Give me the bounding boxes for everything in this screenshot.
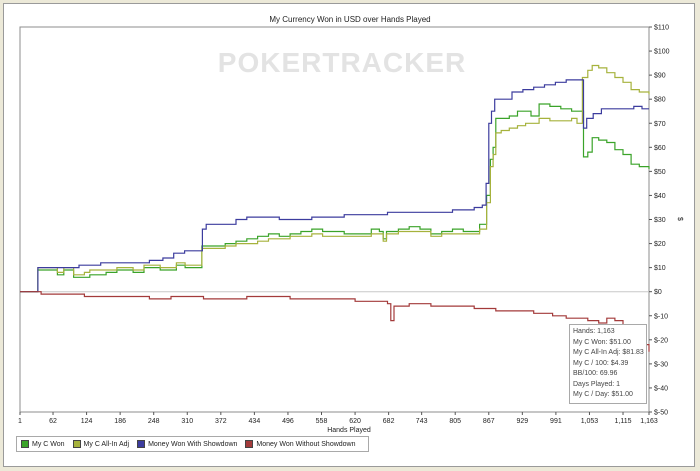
series-line-2 — [20, 64, 650, 293]
x-tick-label: 1 — [18, 418, 22, 425]
legend-item[interactable]: My C Won — [21, 440, 65, 448]
x-tick-label: 743 — [416, 418, 428, 425]
x-axis: 1 62 124 186 248 310 372 434 496 558 620 682 743 805 8… — [18, 412, 658, 425]
y-tick-label: $60 — [654, 145, 666, 152]
tooltip-line: Hands: 1,163 — [573, 328, 615, 335]
y-tick-label: $10 — [654, 265, 666, 272]
x-tick-label: 310 — [181, 418, 193, 425]
legend-swatch-icon — [137, 440, 146, 448]
legend-label: My C All-In Adj — [83, 440, 130, 448]
y-tick-label: $110 — [654, 25, 669, 32]
legend-label: Money Won With Showdown — [148, 440, 238, 448]
x-tick-label: 434 — [249, 418, 261, 425]
legend-item[interactable]: Money Won With Showdown — [137, 440, 237, 448]
x-tick-label: 991 — [550, 418, 562, 425]
x-tick-label: 1,115 — [615, 418, 632, 425]
legend-label: Money Won Without Showdown — [256, 440, 356, 448]
legend-swatch-icon — [72, 440, 81, 448]
x-tick-label: 867 — [483, 418, 495, 425]
x-tick-label: 248 — [148, 418, 160, 425]
y-tick-label: $100 — [654, 49, 670, 56]
y-tick-label: $50 — [654, 169, 666, 176]
y-tick-label: $0 — [654, 289, 662, 296]
x-tick-label: 496 — [282, 418, 294, 425]
x-tick-label: 124 — [81, 418, 93, 425]
series-lines — [20, 64, 650, 352]
pokertracker-watermark: POKERTRACKER — [218, 47, 466, 78]
x-tick-label: 1,053 — [581, 418, 599, 425]
y-axis: $110 $100 $90 $80 $70 $60 $50 $40 $30 $20 $10 $0 $-1… — [20, 25, 670, 417]
series-line-3 — [20, 79, 649, 293]
y-tick-label: $30 — [654, 217, 666, 224]
tooltip-line: BB/100: 69.96 — [573, 370, 618, 377]
series-line-4 — [20, 291, 650, 352]
legend-label: My C Won — [32, 440, 65, 448]
chart-canvas: My Currency Won in USD over Hands Played… — [18, 15, 683, 434]
chart-legend: My C Won My C All-In Adj Money Won With Sh… — [16, 436, 369, 452]
tooltip-line: My C / 100: $4.39 — [573, 359, 629, 367]
x-tick-label: 1,163 — [640, 418, 658, 425]
chart-title: My Currency Won in USD over Hands Played — [269, 15, 430, 24]
y-tick-label: $70 — [654, 121, 666, 128]
chart-frame: My Currency Won in USD over Hands Played… — [3, 3, 695, 467]
y-tick-label: $-20 — [654, 337, 668, 344]
tooltip-line: My C All-In Adj: $81.83 — [573, 349, 644, 356]
y-tick-label: $-40 — [654, 385, 668, 392]
x-tick-label: 62 — [49, 418, 57, 425]
y-tick-label: $80 — [654, 97, 666, 104]
x-tick-label: 929 — [516, 418, 528, 425]
tooltip-line: My C Won: $51.00 — [573, 338, 631, 346]
legend-item[interactable]: Money Won Without Showdown — [245, 440, 356, 448]
y-tick-label: $-50 — [654, 410, 668, 417]
series-line-1 — [20, 103, 650, 293]
hover-tooltip: Hands: 1,163 My C Won: $51.00 My C All-In … — [569, 324, 647, 404]
legend-item[interactable]: My C All-In Adj — [72, 440, 130, 448]
legend-swatch-icon — [21, 440, 29, 448]
y-tick-label: $20 — [654, 241, 666, 248]
y-axis-label: $ — [676, 217, 683, 221]
legend-swatch-icon — [245, 440, 254, 448]
x-tick-label: 558 — [316, 418, 328, 425]
x-tick-label: 620 — [349, 418, 361, 425]
tooltip-line: Days Played: 1 — [573, 380, 621, 388]
x-tick-label: 805 — [449, 418, 461, 425]
y-tick-label: $-30 — [654, 361, 668, 368]
x-tick-label: 372 — [215, 418, 227, 425]
x-axis-label: Hands Played — [327, 427, 371, 434]
tooltip-line: My C / Day: $51.00 — [573, 391, 633, 398]
x-tick-label: 186 — [114, 418, 126, 425]
y-tick-label: $-10 — [654, 313, 668, 320]
y-tick-label: $90 — [654, 73, 666, 80]
x-tick-label: 682 — [383, 418, 395, 425]
y-tick-label: $40 — [654, 193, 666, 200]
